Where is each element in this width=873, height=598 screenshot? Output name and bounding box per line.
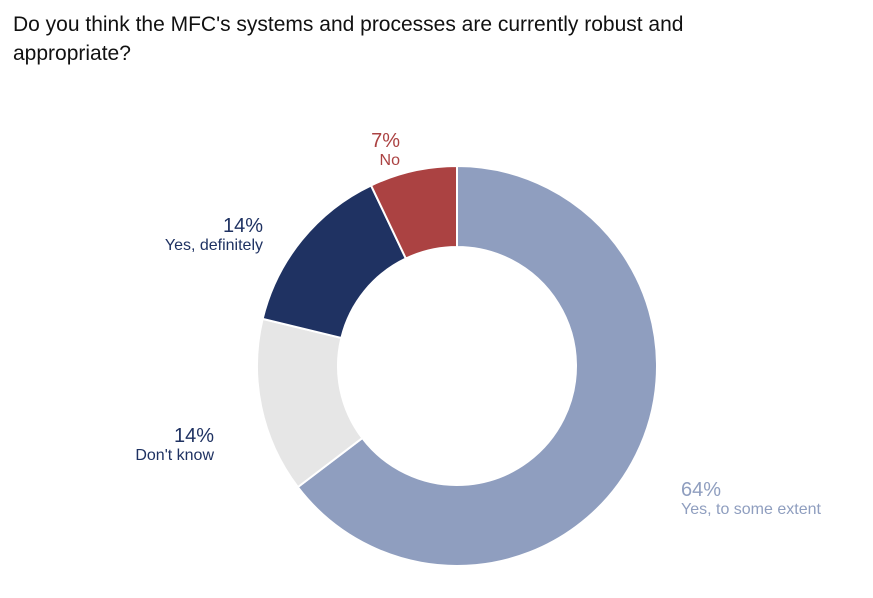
data-label: 7% (371, 130, 400, 152)
category-label: Yes, definitely (164, 237, 263, 254)
label-yes-some-extent: 64% Yes, to some extent (681, 480, 821, 519)
label-dont-know: 14% Don't know (135, 426, 214, 465)
data-label: 14% (222, 215, 263, 237)
chart-title: Do you think the MFC's systems and proce… (13, 13, 684, 65)
data-label: 14% (173, 425, 214, 447)
category-label: No (379, 152, 400, 169)
data-label: 64% (681, 479, 722, 501)
label-no: 7% No (371, 131, 400, 170)
donut-slice-yes-to-some-extent (296, 164, 658, 567)
label-yes-definitely: 14% Yes, definitely (165, 216, 263, 255)
category-label: Don't know (135, 447, 214, 464)
donut-slice-no (369, 164, 458, 260)
category-label: Yes, to some extent (681, 501, 821, 518)
